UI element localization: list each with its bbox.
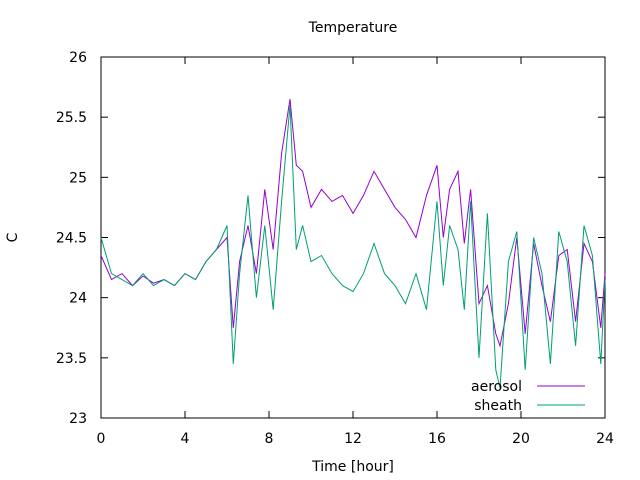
legend-label-sheath: sheath	[474, 398, 522, 414]
x-tick-label: 4	[181, 431, 190, 447]
y-tick-label: 23.5	[56, 351, 87, 367]
series-lines	[100, 99, 606, 389]
x-tick-label: 24	[596, 431, 614, 447]
x-axis-title: Time [hour]	[311, 459, 394, 475]
x-tick-label: 16	[428, 431, 446, 447]
chart-title: Temperature	[308, 20, 398, 36]
y-tick-label: 25	[69, 170, 87, 186]
legend-label-aerosol: aerosol	[471, 379, 522, 395]
y-tick-label: 23	[69, 411, 87, 427]
axis-ticks: 0 4 8 12 16 20 24 23 23.5 24 24.5 25 25.5 26	[56, 50, 614, 447]
x-tick-label: 20	[512, 431, 530, 447]
plot-area-frame	[100, 56, 606, 419]
x-tick-label: 12	[344, 431, 362, 447]
series-line-sheath	[100, 105, 606, 389]
x-tick-label: 8	[265, 431, 274, 447]
y-axis-title: C	[5, 232, 21, 242]
y-tick-label: 26	[69, 50, 87, 66]
legend: aerosol sheath	[471, 379, 585, 414]
y-tick-label: 24.5	[56, 231, 87, 247]
y-tick-label: 24	[69, 291, 87, 307]
x-tick-label: 0	[97, 431, 106, 447]
y-tick-label: 25.5	[56, 110, 87, 126]
